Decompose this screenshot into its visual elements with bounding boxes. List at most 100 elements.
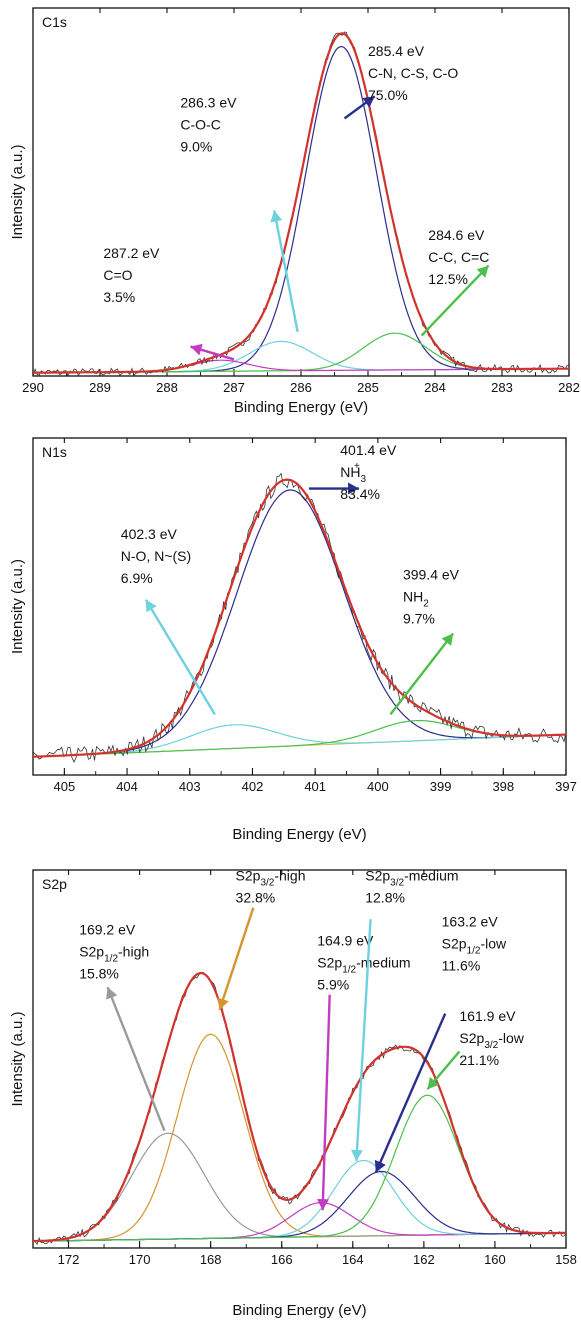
annotation-text: 9.7%	[403, 611, 435, 627]
annotation-label: C-N, C-S, C-O	[368, 65, 458, 81]
y-axis-title: Intensity (a.u.)	[9, 1011, 26, 1106]
annotation-text: 75.0%	[368, 87, 408, 103]
plot-area	[33, 31, 569, 376]
x-tick-label: 397	[555, 779, 577, 794]
annotation-text: 12.8%	[365, 890, 405, 906]
annotation-label: S2p1/2-low	[442, 936, 507, 957]
x-tick-label: 401	[304, 779, 326, 794]
annotation-text: 11.6%	[442, 958, 481, 974]
annotation-label: 11.6%	[442, 958, 481, 974]
annotation-text: C-O-C	[180, 116, 220, 132]
annotation-arrowhead	[427, 1076, 440, 1090]
annotation-label: 164.9 eV	[317, 933, 374, 949]
annotation-text-suffix: -low	[498, 1030, 525, 1046]
s2p-chart: 172 170 168 166 164 162 160 158 Binding Energy (…	[9, 860, 577, 1319]
annotation-text: 83.4%	[340, 486, 380, 502]
annotation-subscript: 2	[423, 599, 429, 610]
x-tick-label: 282	[558, 380, 580, 395]
annotation-arrowhead	[190, 343, 203, 356]
annotation-label: 32.8%	[236, 890, 276, 906]
annotation-arrowhead	[106, 987, 118, 1000]
component-peak-401.4	[33, 489, 566, 758]
annotation-text: 285.4 eV	[368, 43, 425, 59]
annotation-label: 169.2 eV	[79, 921, 136, 937]
annotation-arrow	[355, 919, 372, 1162]
annotation-label: C-C, C=C	[428, 249, 489, 265]
plot-frame	[32, 7, 570, 377]
panel-label: S2p	[42, 876, 67, 892]
x-tick-label: 404	[116, 779, 138, 794]
annotation-text: S2p	[365, 868, 390, 884]
component-peak-161.9	[33, 1094, 566, 1242]
annotation-text-suffix: -low	[480, 936, 507, 952]
annotation-text: NH	[403, 589, 423, 605]
annotation-arrow	[106, 986, 166, 1132]
plot-frame	[32, 437, 567, 776]
annotation-arrowhead	[270, 210, 283, 223]
annotation-arrowhead	[362, 96, 375, 108]
annotation-text-suffix: -high	[274, 868, 305, 884]
annotation-label: 287.2 eV	[103, 245, 160, 261]
annotation-superscript: +	[354, 461, 360, 472]
annotation-arrow	[374, 1013, 447, 1173]
x-tick-label: 283	[491, 380, 513, 395]
annotation-subscript: 3/2	[484, 1040, 498, 1051]
x-axis-title: Binding Energy (eV)	[232, 1302, 366, 1319]
annotation-label: 12.5%	[428, 271, 468, 287]
annotation-text: 402.3 eV	[121, 526, 178, 542]
annotation-text: 12.5%	[428, 271, 468, 287]
annotation-text: C-C, C=C	[428, 249, 489, 265]
annotation-text: 161.9 eV	[459, 1008, 516, 1024]
x-tick-label: 399	[430, 779, 452, 794]
x-tick-label: 286	[290, 380, 312, 395]
annotation-text: S2p	[317, 955, 342, 971]
annotation-text: 9.0%	[180, 138, 212, 154]
x-tick-label: 160	[484, 1252, 506, 1267]
annotation-arrow	[420, 264, 490, 337]
annotation-text: S2p	[442, 936, 467, 952]
annotation-arrowhead	[351, 1149, 363, 1162]
annotation-text: 163.2 eV	[442, 914, 499, 930]
x-axis-title: Binding Energy (eV)	[232, 826, 366, 843]
y-axis-title: Intensity (a.u.)	[9, 559, 26, 654]
c1s-chart: 290 289 288 287 286 285 284 283 282 Binding Energ…	[9, 7, 580, 416]
x-tick-label: 170	[129, 1252, 151, 1267]
x-tick-label: 287	[223, 380, 245, 395]
annotation-label: 6.9%	[121, 570, 153, 586]
x-tick-label: 172	[58, 1252, 80, 1267]
annotation-label: 21.1%	[459, 1052, 499, 1068]
x-tick-label: 402	[242, 779, 264, 794]
annotation-label: S2p3/2-low	[459, 1030, 524, 1051]
annotation-label: 9.0%	[180, 138, 212, 154]
annotation-text: 32.8%	[236, 890, 276, 906]
panel-label: C1s	[42, 14, 67, 30]
raw-data-line	[33, 472, 566, 764]
annotation-text: 401.4 eV	[340, 442, 397, 458]
envelope-fit-line	[33, 971, 566, 1243]
component-peak-402.3	[33, 724, 566, 758]
x-tick-label: 398	[492, 779, 514, 794]
envelope-fit-line	[33, 32, 569, 374]
annotation-text: 6.9%	[121, 570, 153, 586]
annotation-label: S2p1/2-medium	[317, 955, 410, 976]
x-tick-label: 285	[357, 380, 379, 395]
annotation-label: 402.3 eV	[121, 526, 178, 542]
annotation-label: C=O	[103, 267, 132, 283]
x-tick-label: 284	[424, 380, 446, 395]
plot-frame	[32, 869, 567, 1249]
annotation-label: 75.0%	[368, 87, 408, 103]
component-peak-287.2	[33, 359, 569, 374]
annotation-text: 399.4 eV	[403, 567, 460, 583]
annotation-text: 284.6 eV	[428, 227, 485, 243]
x-tick-label: 158	[555, 1252, 577, 1267]
annotation-arrowhead	[145, 599, 157, 613]
annotation-text: 168.0 eV	[236, 860, 293, 862]
annotation-text: 163.7 eV	[365, 860, 422, 862]
annotation-text: C=O	[103, 267, 132, 283]
annotation-arrow	[389, 632, 455, 716]
annotation-label: C-O-C	[180, 116, 220, 132]
annotation-arrowhead	[374, 1159, 386, 1173]
x-tick-label: 403	[179, 779, 201, 794]
panel-label: N1s	[42, 444, 67, 460]
annotation-text: S2p	[79, 943, 104, 959]
